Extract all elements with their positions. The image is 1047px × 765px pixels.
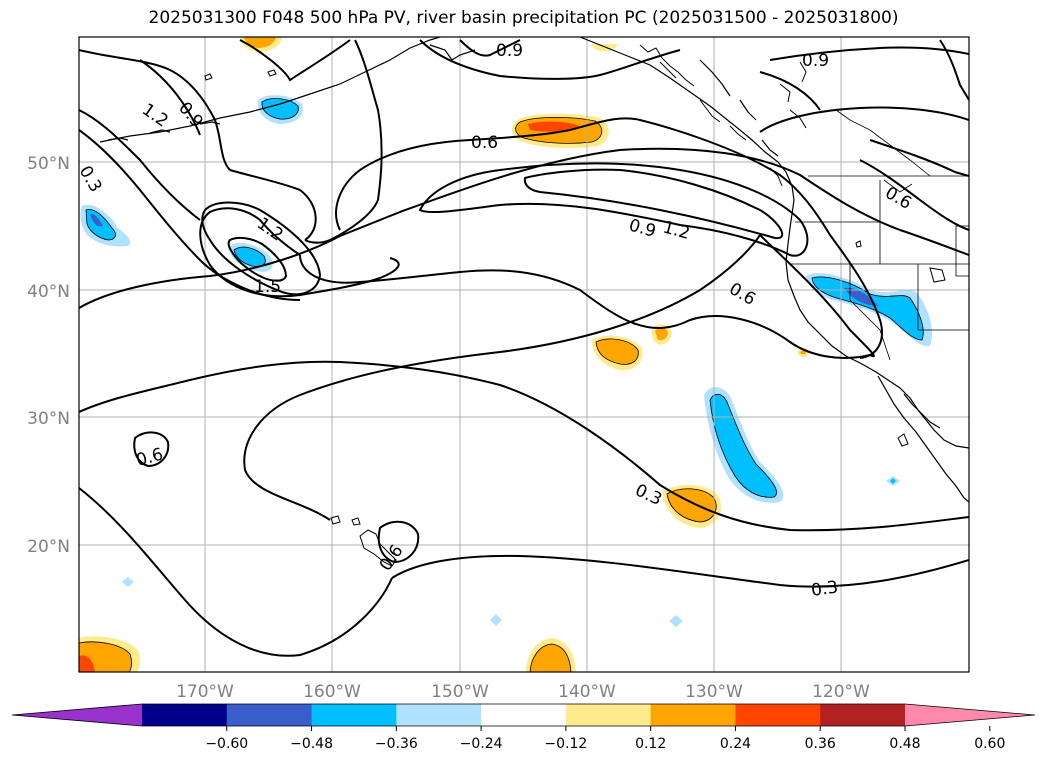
contour-label: 0.6 — [471, 133, 498, 153]
contour-label: 0.9 — [802, 51, 829, 71]
negative-anomaly-patch — [844, 287, 878, 306]
colorbar: −0.60 −0.48 −0.36 −0.24 −0.12 0.12 0.24 0.36 0.4… — [11, 703, 1036, 752]
islands — [204, 69, 946, 567]
positive-anomaly-patch — [244, 37, 276, 48]
colorbar-tick-label: −0.36 — [375, 736, 418, 752]
negative-anomaly-patch — [890, 478, 896, 484]
colorbar-segment — [565, 704, 652, 726]
map-title: 2025031300 F048 500 hPa PV, river basin … — [148, 8, 899, 28]
lon-label: 140°W — [558, 682, 616, 702]
contour-label: 0.3 — [810, 577, 840, 601]
contour-label: 1.5 — [254, 277, 281, 297]
lon-label: 170°W — [176, 682, 234, 702]
negative-anomaly-patch — [234, 247, 266, 267]
colorbar-outline — [11, 703, 1036, 727]
negative-anomaly-patch — [669, 615, 683, 627]
colorbar-segment — [650, 704, 736, 726]
colorbar-segment — [820, 704, 906, 726]
colorbar-segment — [481, 704, 567, 726]
colorbar-segment — [226, 704, 313, 726]
colorbar-segment — [396, 704, 482, 726]
negative-anomaly-patch — [122, 577, 134, 587]
lon-label: 120°W — [812, 682, 870, 702]
lon-label: 130°W — [685, 682, 743, 702]
colorbar-tick-label: −0.60 — [205, 736, 248, 752]
positive-anomaly-patch — [79, 655, 95, 672]
positive-anomaly-patch — [530, 644, 571, 672]
negative-anomaly-patch — [261, 98, 299, 120]
map-frame — [78, 36, 970, 673]
positive-anomaly-patch — [528, 121, 580, 132]
positive-anomaly-patch — [800, 350, 806, 355]
colorbar-segment — [735, 704, 821, 726]
colorbar-segment — [142, 704, 228, 726]
colorbar-tick-label: 0.48 — [889, 736, 920, 752]
coast-detail — [639, 44, 807, 187]
colorbar-tick-label: −0.48 — [290, 736, 333, 752]
coastlines — [99, 37, 969, 503]
positive-anomaly-patch — [655, 327, 668, 341]
lon-label: 160°W — [303, 682, 361, 702]
colorbar-tick-label: 0.24 — [720, 736, 751, 752]
colorbar-segment — [311, 704, 397, 726]
borders — [790, 109, 969, 361]
latitude-labels: 50°N 40°N 30°N 20°N — [27, 154, 70, 557]
lon-label: 150°W — [431, 682, 489, 702]
negative-anomaly-patch — [812, 276, 924, 340]
colorbar-extend-low — [12, 704, 142, 726]
lat-label: 40°N — [27, 282, 70, 302]
lat-label: 20°N — [27, 537, 70, 557]
lat-label: 50°N — [27, 154, 70, 174]
colorbar-tick-label: 0.12 — [635, 736, 666, 752]
colorbar-tick-label: 0.36 — [805, 736, 836, 752]
lat-label: 30°N — [27, 409, 70, 429]
colorbar-tick-label: −0.12 — [544, 736, 587, 752]
colorbar-tick-label: 0.60 — [974, 736, 1005, 752]
longitude-labels: 170°W 160°W 150°W 140°W 130°W 120°W — [176, 682, 870, 702]
negative-anomaly-patch — [490, 614, 502, 626]
contour-label: 0.9 — [496, 41, 523, 61]
positive-anomaly-patch — [596, 338, 639, 365]
negative-anomaly-patch — [710, 394, 777, 498]
colorbar-extend-high — [905, 704, 1035, 726]
colorbar-tick-label: −0.24 — [460, 736, 503, 752]
negative-anomaly-patch — [90, 213, 103, 227]
pv-contours — [79, 39, 969, 657]
